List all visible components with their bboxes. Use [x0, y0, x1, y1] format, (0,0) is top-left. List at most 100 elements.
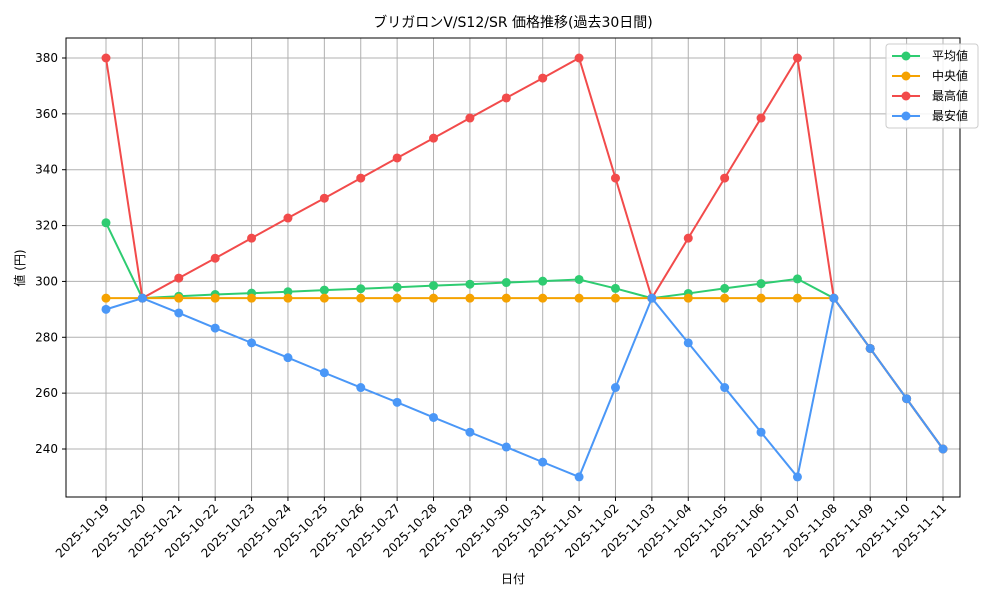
data-point [501, 442, 511, 452]
data-point [210, 253, 220, 263]
data-point [283, 213, 293, 223]
data-point [137, 293, 147, 303]
x-axis-label: 日付 [501, 572, 525, 586]
data-point [720, 383, 730, 393]
data-point [319, 193, 329, 203]
y-tick-label: 280 [35, 330, 58, 344]
data-point [356, 293, 366, 303]
grid [66, 38, 960, 497]
data-point [574, 53, 584, 63]
data-point [610, 173, 620, 183]
data-point [538, 293, 548, 303]
series-line [105, 55, 944, 450]
data-point [792, 274, 802, 284]
series-line [105, 222, 944, 450]
y-tick-label: 380 [35, 51, 58, 65]
data-point [429, 412, 439, 422]
data-point [538, 457, 548, 467]
y-axis-ticks: 240 260 280 300 320 340 360 380 [35, 51, 66, 456]
legend-marker-icon [901, 71, 911, 81]
data-point [174, 308, 184, 318]
data-point [647, 293, 657, 303]
data-point [319, 293, 329, 303]
plot-frame [65, 37, 961, 498]
y-tick-label: 360 [35, 107, 58, 121]
data-point [938, 444, 948, 454]
data-point [756, 427, 766, 437]
data-point [174, 273, 184, 283]
chart-title: ブリガロンV/S12/SR 価格推移(過去30日間) [373, 14, 653, 31]
data-point [538, 276, 548, 286]
data-point [429, 293, 439, 303]
y-tick-label: 320 [35, 219, 58, 233]
data-point [356, 383, 366, 393]
data-point [319, 285, 329, 295]
legend-label: 中央値 [932, 68, 968, 83]
data-point [610, 293, 620, 303]
data-point [538, 73, 548, 83]
data-point [392, 282, 402, 292]
data-point [610, 383, 620, 393]
data-point [720, 283, 730, 293]
data-point [574, 293, 584, 303]
data-point [283, 287, 293, 297]
data-point [101, 218, 111, 228]
y-tick-label: 300 [35, 274, 58, 288]
data-point [356, 173, 366, 183]
data-point [356, 284, 366, 294]
data-point [392, 293, 402, 303]
data-point [247, 233, 257, 243]
data-point [792, 472, 802, 482]
data-point [465, 293, 475, 303]
data-point [792, 53, 802, 63]
data-point [210, 323, 220, 333]
legend-marker-icon [901, 111, 911, 121]
data-point [501, 293, 511, 303]
y-axis-label: 値 (円) [12, 249, 27, 286]
data-point [829, 293, 839, 303]
data-point [792, 293, 802, 303]
data-point [465, 279, 475, 289]
data-point [101, 293, 111, 303]
data-point [319, 368, 329, 378]
data-point [247, 293, 257, 303]
series-line [105, 295, 944, 480]
data-point [683, 293, 693, 303]
series-3 [101, 293, 948, 482]
y-tick-label: 260 [35, 386, 58, 400]
data-point [210, 293, 220, 303]
data-point [720, 293, 730, 303]
legend-label: 最安値 [932, 108, 968, 123]
data-point [247, 338, 257, 348]
data-point [174, 293, 184, 303]
data-point [501, 278, 511, 288]
y-tick-label: 240 [35, 442, 58, 456]
data-point [283, 293, 293, 303]
data-point [392, 397, 402, 407]
data-point [756, 293, 766, 303]
data-point [101, 53, 111, 63]
data-point [429, 133, 439, 143]
data-point [501, 93, 511, 103]
data-point [392, 153, 402, 163]
legend-label: 最高値 [932, 88, 968, 103]
data-point [683, 233, 693, 243]
data-point [683, 338, 693, 348]
data-point [465, 427, 475, 437]
data-point [429, 281, 439, 291]
y-tick-label: 340 [35, 163, 58, 177]
data-point [720, 173, 730, 183]
legend-marker-icon [901, 51, 911, 61]
legend-label: 平均値 [932, 48, 968, 63]
data-point [756, 113, 766, 123]
legend-marker-icon [901, 91, 911, 101]
data-point [865, 343, 875, 353]
series-lines [101, 53, 948, 482]
data-point [465, 113, 475, 123]
data-point [610, 283, 620, 293]
data-point [902, 394, 912, 404]
legend-box [885, 43, 979, 129]
